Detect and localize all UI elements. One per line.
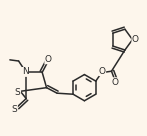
Text: O: O xyxy=(132,35,139,44)
Text: O: O xyxy=(99,67,106,76)
Text: N: N xyxy=(22,67,28,76)
Text: S: S xyxy=(12,105,17,114)
Text: O: O xyxy=(45,55,52,64)
Text: O: O xyxy=(112,78,119,87)
Text: S: S xyxy=(15,88,21,97)
